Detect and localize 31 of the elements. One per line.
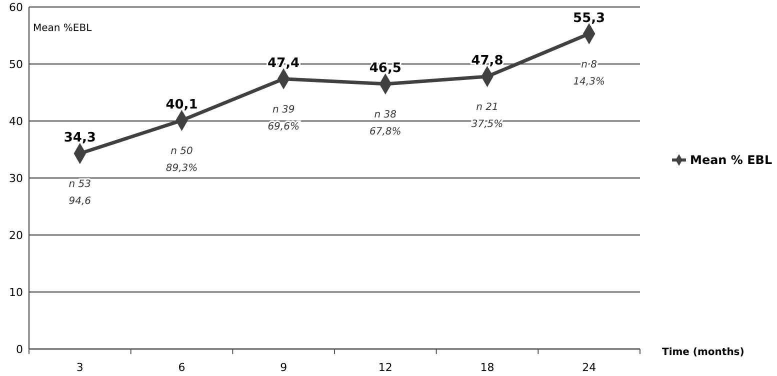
x-tick-label: 12 bbox=[378, 361, 392, 374]
x-tick-label: 24 bbox=[582, 361, 596, 374]
annotation: n 38 bbox=[374, 109, 397, 120]
y-tick-label: 10 bbox=[9, 286, 23, 299]
annotation: n 39 bbox=[272, 104, 295, 116]
annotation: n 50 bbox=[170, 146, 193, 157]
y-tick-label: 30 bbox=[9, 172, 23, 185]
annotation: 37,5% bbox=[471, 119, 504, 130]
y-tick-label: 40 bbox=[9, 114, 23, 128]
x-tick-label: 3 bbox=[76, 361, 84, 374]
y-tick-label: 20 bbox=[9, 228, 23, 242]
annotation: n 21 bbox=[476, 102, 498, 114]
x-tick-label: 6 bbox=[178, 361, 186, 374]
y-axis-title: Mean %EBL bbox=[33, 23, 92, 34]
data-label: 55,3 bbox=[573, 10, 606, 26]
legend-label: Mean % EBL bbox=[690, 153, 772, 168]
data-label: 34,3 bbox=[64, 130, 96, 146]
x-axis-title: Time (months) bbox=[662, 347, 744, 358]
annotation: 14,3% bbox=[573, 76, 605, 88]
y-tick-label: 50 bbox=[9, 58, 23, 71]
y-tick-label: 0 bbox=[16, 342, 23, 356]
annotation: 67,8% bbox=[370, 126, 402, 138]
data-label: 46,5 bbox=[369, 60, 402, 76]
data-label: 40,1 bbox=[166, 97, 198, 112]
y-tick-label: 60 bbox=[9, 0, 23, 14]
annotation: 69,6% bbox=[268, 121, 300, 132]
annotation: 89,3% bbox=[166, 162, 198, 174]
x-tick-label: 9 bbox=[280, 361, 288, 374]
annotation: 94,6 bbox=[68, 196, 92, 207]
x-tick-label: 18 bbox=[480, 361, 494, 374]
annotation: n 53 bbox=[68, 178, 92, 190]
